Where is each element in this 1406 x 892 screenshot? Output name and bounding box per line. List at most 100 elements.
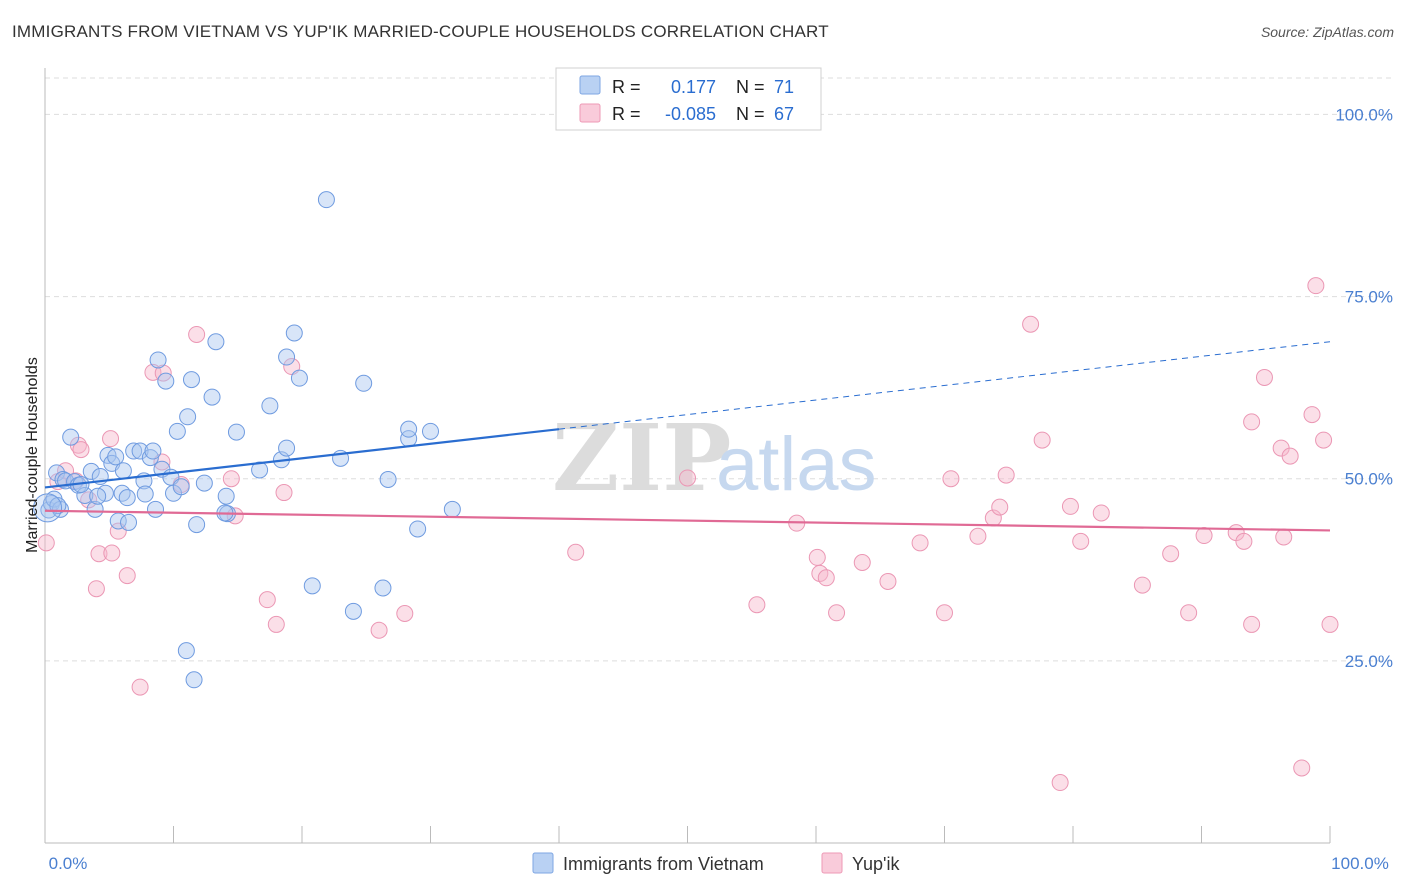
yupik-trend-line (44, 509, 1331, 532)
vietnam-point-41 (207, 333, 225, 351)
yupik-point-49 (1092, 504, 1110, 522)
yupik-point-44 (1022, 315, 1040, 333)
yupik-point-19 (222, 470, 240, 488)
legend-swatch-yupik (579, 103, 601, 123)
correlation-legend: R = 0.177 N = 71 R = -0.085 N = 67 (555, 67, 822, 131)
yupik-point-13 (131, 678, 149, 696)
vietnam-point-65 (185, 671, 203, 689)
yupik-point-61 (1281, 447, 1299, 465)
bottom-legend-swatch-vietnam (532, 852, 554, 874)
trend-lines (44, 341, 1331, 532)
vietnam-point-22 (125, 442, 143, 460)
vietnam-trend-dashed (558, 341, 1331, 430)
y-tick-label: 25.0% (1345, 652, 1393, 671)
legend-r-value-2: -0.085 (665, 104, 716, 124)
yupik-point-18 (188, 325, 206, 343)
yupik-point-39 (942, 470, 960, 488)
vietnam-point-large (33, 493, 63, 523)
yupik-point-66 (1315, 431, 1333, 449)
vietnam-point-46 (261, 397, 279, 415)
x-tick-label-min: 0.0% (49, 854, 88, 873)
vietnam-point-56 (355, 374, 373, 392)
vietnam-point-44 (227, 423, 245, 441)
yupik-point-36 (879, 572, 897, 590)
yupik-point-26 (396, 605, 414, 622)
yupik-point-5 (72, 441, 90, 459)
vietnam-trend-line (44, 428, 560, 489)
vietnam-point-48 (278, 439, 296, 457)
yupik-point-58 (1255, 368, 1273, 386)
bottom-legend-label-vietnam: Immigrants from Vietnam (563, 854, 764, 874)
yupik-point-43 (997, 466, 1015, 484)
vietnam-point-42 (217, 487, 235, 505)
vietnam-point-11 (82, 462, 100, 480)
legend-n-label-2: N = (736, 104, 765, 124)
yupik-point-33 (817, 569, 835, 587)
yupik-point-29 (748, 596, 766, 614)
vietnam-point-31 (157, 372, 175, 390)
yupik-point-50 (1133, 576, 1151, 594)
vietnam-point-60 (400, 420, 418, 438)
vietnam-point-58 (379, 470, 397, 488)
yupik-point-37 (911, 534, 929, 552)
y-tick-label: 75.0% (1345, 288, 1393, 307)
vietnam-point-10 (76, 486, 94, 504)
vietnam-points (33, 191, 461, 689)
legend-n-value-2: 67 (774, 104, 794, 124)
vietnam-point-57 (374, 579, 392, 597)
vietnam-point-26 (141, 449, 159, 467)
x-tick-label-max: 100.0% (1331, 854, 1389, 873)
y-axis-label: Married-couple Households (24, 357, 41, 553)
vietnam-point-12 (86, 500, 104, 518)
vietnam-point-38 (188, 516, 206, 534)
yupik-point-8 (90, 545, 108, 563)
vietnam-point-34 (168, 422, 186, 440)
y-tick-labels: 25.0% 50.0% 75.0% 100.0% (1335, 105, 1393, 670)
watermark-zip: ZIP (552, 404, 731, 512)
vietnam-point-20 (114, 462, 132, 480)
chart-source: Source: ZipAtlas.com (1260, 24, 1394, 40)
yupik-point-22 (267, 615, 285, 633)
vietnam-point-67 (89, 487, 107, 505)
vietnam-point-35 (172, 478, 190, 496)
yupik-point-23 (275, 484, 293, 502)
vietnam-point-63 (443, 500, 461, 518)
legend-r-value-1: 0.177 (671, 77, 716, 97)
legend-swatch-vietnam (579, 75, 601, 95)
vietnam-point-27 (144, 442, 162, 460)
yupik-point-24 (283, 358, 301, 376)
yupik-point-48 (1072, 532, 1090, 550)
yupik-point-35 (853, 554, 871, 571)
chart-title: IMMIGRANTS FROM VIETNAM VS YUP'IK MARRIE… (12, 22, 829, 41)
vietnam-point-39 (195, 474, 213, 492)
yupik-point-45 (1033, 431, 1051, 449)
y-tick-label: 100.0% (1335, 105, 1393, 124)
vietnam-point-49 (278, 348, 296, 366)
yupik-point-21 (258, 591, 276, 609)
yupik-point-64 (1307, 277, 1325, 295)
yupik-point-57 (1243, 413, 1261, 431)
vietnam-point-61 (409, 520, 427, 538)
yupik-point-51 (1162, 545, 1180, 563)
vietnam-point-37 (182, 371, 200, 389)
watermark: ZIP atlas (552, 404, 877, 512)
yupik-point-53 (1195, 527, 1213, 545)
yupik-point-52 (1180, 604, 1198, 622)
vietnam-point-28 (147, 500, 165, 518)
bottom-legend-label-yupik: Yup'ik (852, 854, 900, 874)
yupik-point-31 (808, 548, 826, 566)
vietnam-point-23 (131, 442, 149, 460)
y-tick-label: 50.0% (1345, 470, 1393, 489)
yupik-point-60 (1275, 528, 1293, 546)
yupik-point-63 (1303, 406, 1321, 424)
yupik-point-34 (828, 604, 846, 622)
yupik-point-46 (1051, 774, 1069, 792)
yupik-point-42 (991, 498, 1009, 516)
yupik-point-56 (1243, 615, 1261, 633)
yupik-point-65 (1321, 615, 1339, 633)
yupik-point-9 (102, 430, 120, 448)
yupik-point-28 (679, 469, 696, 487)
legend-n-label-1: N = (736, 77, 765, 97)
vietnam-point-55 (344, 602, 362, 620)
yupik-point-40 (969, 527, 987, 545)
